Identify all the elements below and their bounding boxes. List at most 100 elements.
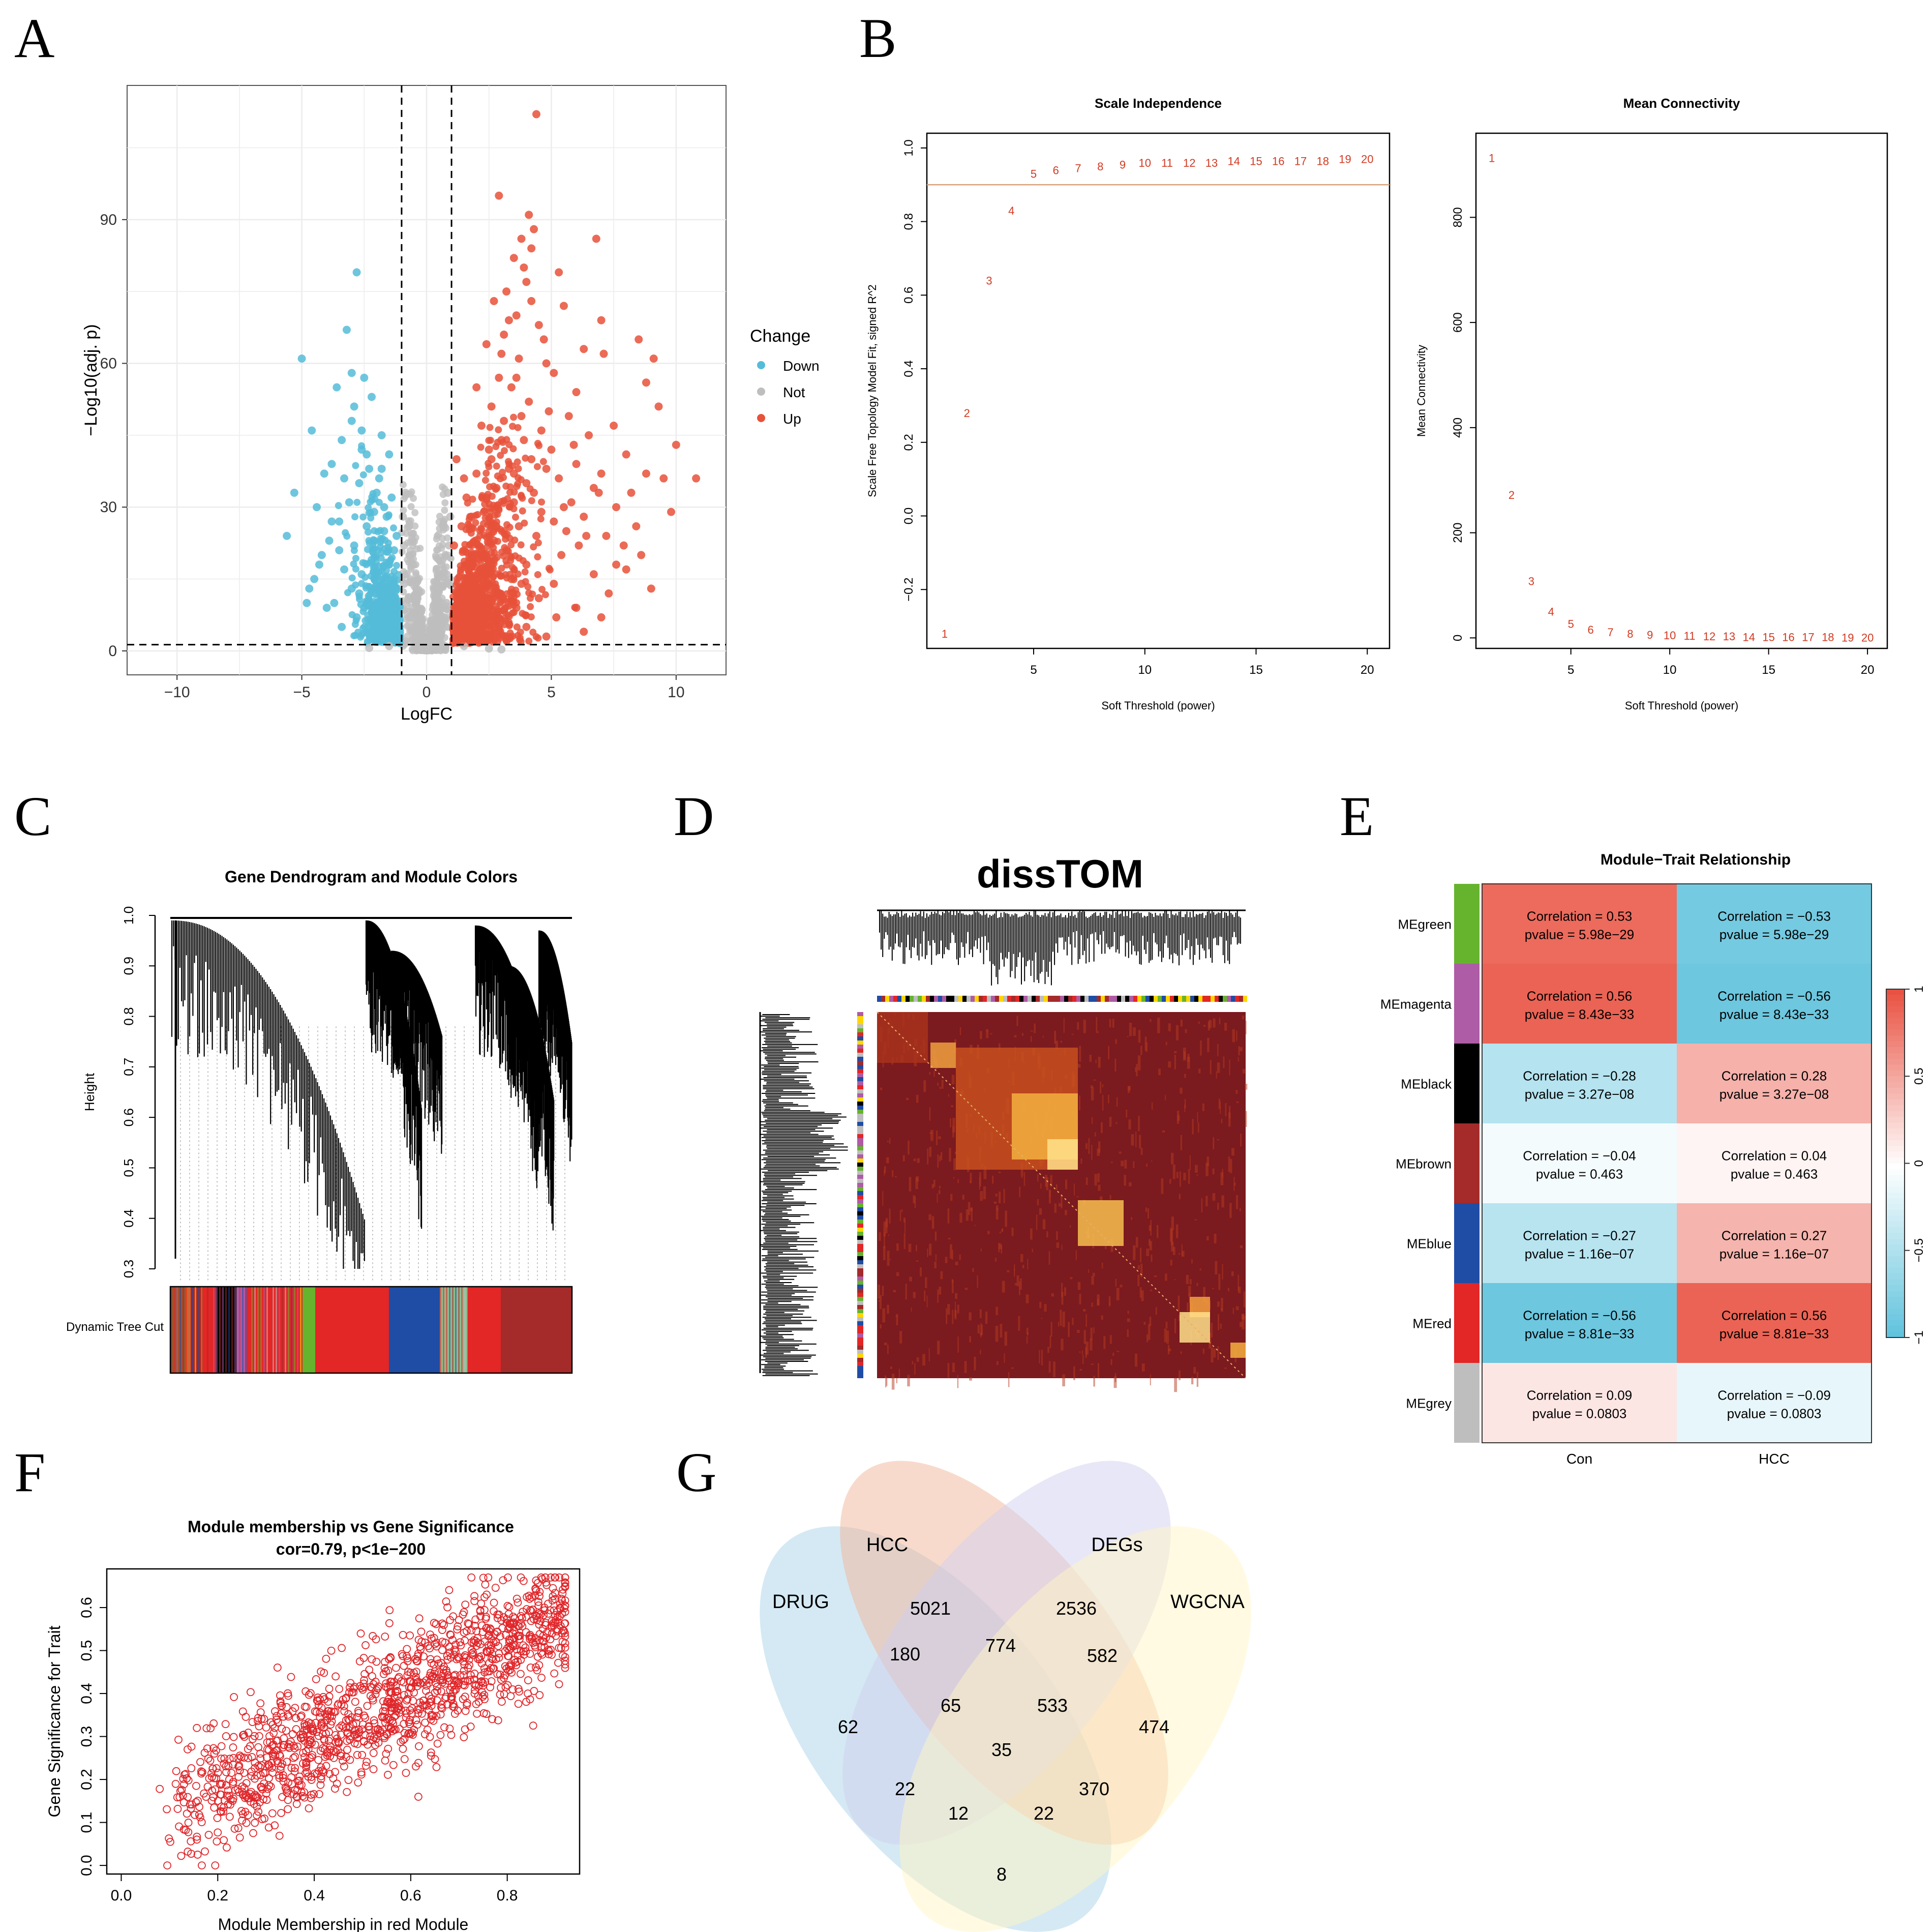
y-tick-label: 0.5: [121, 1158, 136, 1177]
heatmap-speckle: [1145, 1207, 1147, 1212]
heatmap-speckle: [1175, 1224, 1179, 1238]
y-tick-label: 0.8: [121, 1007, 136, 1025]
heatmap-speckle: [926, 1295, 928, 1307]
point-down: [335, 502, 342, 510]
point-down: [352, 554, 359, 562]
heatmap-speckle: [1245, 1021, 1247, 1035]
module-color-segment: [285, 1287, 286, 1373]
top-color-strip: [1040, 996, 1044, 1002]
point-up: [478, 614, 486, 621]
point-up: [460, 575, 468, 583]
heatmap-speckle: [1002, 1281, 1005, 1293]
heatmap-speckle: [1112, 1352, 1114, 1356]
heatmap-speckle: [1212, 1168, 1215, 1175]
top-color-strip: [922, 996, 926, 1002]
point-up: [530, 543, 537, 551]
point-up: [575, 541, 583, 550]
heatmap-speckle: [987, 1231, 990, 1234]
power-label: 8: [1627, 628, 1633, 640]
heatmap-speckle: [955, 1261, 958, 1265]
top-color-strip: [995, 996, 999, 1002]
point-down: [347, 584, 356, 593]
heatmap-speckle: [1032, 1249, 1033, 1253]
heatmap-speckle: [1001, 1244, 1003, 1254]
heatmap-speckle: [1155, 1307, 1157, 1315]
point-down: [387, 493, 396, 502]
heatmap-speckle: [1091, 1145, 1093, 1160]
heatmap-speckle: [1228, 1156, 1230, 1172]
heatmap-speckle: [1115, 1039, 1117, 1044]
point-down: [382, 608, 391, 617]
top-color-strip: [1121, 996, 1125, 1002]
top-color-strip: [1011, 996, 1015, 1002]
heatmap-speckle: [1101, 1122, 1103, 1133]
point-up: [472, 519, 479, 526]
top-color-strip: [906, 996, 910, 1002]
heatmap-speckle: [1189, 1279, 1192, 1285]
heatmap-speckle: [1168, 1023, 1171, 1031]
heatmap-speckle: [952, 1310, 954, 1324]
heatmap-speckle: [1079, 1046, 1081, 1062]
point-down: [385, 560, 394, 569]
point-up: [534, 594, 543, 603]
heatmap-speckle: [1128, 1119, 1131, 1130]
heatmap-speckle: [1217, 1044, 1219, 1057]
heatmap-speckle: [1090, 1339, 1093, 1351]
top-color-strip: [962, 996, 967, 1002]
top-color-strip: [897, 996, 901, 1002]
top-color-strip: [1060, 996, 1064, 1002]
heatmap-speckle: [1026, 1336, 1028, 1344]
point-up: [642, 378, 650, 387]
heatmap-speckle: [905, 1284, 907, 1300]
module-color-segment: [216, 1287, 218, 1373]
point-down: [372, 488, 381, 497]
power-label: 9: [1120, 159, 1126, 171]
heatmap-speckle: [1173, 1051, 1177, 1053]
heatmap-speckle: [1060, 1204, 1062, 1206]
point-not: [401, 488, 410, 497]
heatmap-speckle: [1060, 1310, 1062, 1326]
power-label: 10: [1664, 629, 1676, 642]
heatmap-speckle: [1172, 1164, 1175, 1179]
heatmap-speckle: [1097, 1173, 1100, 1182]
point-up: [500, 632, 508, 641]
point-up: [513, 483, 521, 490]
point-not: [407, 503, 415, 511]
point-up: [508, 563, 516, 571]
panel-title: Mean Connectivity: [1623, 96, 1740, 111]
point-not: [408, 645, 416, 653]
legend-entry: Up: [783, 411, 801, 427]
heatmap-speckle: [1080, 1158, 1082, 1164]
power-label: 4: [1548, 606, 1554, 618]
heatmap-speckle: [1150, 1289, 1152, 1292]
heatmap-speckle: [949, 1147, 951, 1162]
heatmap-speckle: [1150, 1019, 1152, 1022]
heatmap-speckle: [972, 1268, 974, 1272]
point-up: [492, 629, 499, 637]
heatmap-speckle: [919, 1267, 922, 1276]
heatmap-speckle: [1089, 1055, 1092, 1062]
heatmap-speckle: [1195, 1165, 1198, 1173]
point-not: [429, 611, 436, 619]
heatmap-speckle: [1156, 1225, 1159, 1238]
heatmap-speckle: [940, 1152, 943, 1161]
panel-label-b: B: [859, 7, 897, 69]
heatmap-speckle: [957, 1304, 959, 1314]
y-axis-label: Scale Free Topology Model Fit, signed R^…: [866, 284, 879, 497]
heatmap-speckle: [887, 1345, 889, 1354]
point-up: [517, 541, 525, 549]
y-tick-label: 400: [1451, 418, 1465, 438]
y-tick-label: 0.4: [902, 360, 916, 377]
heatmap-speckle: [947, 1362, 950, 1378]
heatmap-speckle: [1180, 1087, 1183, 1094]
point-down: [335, 546, 344, 555]
point-up: [492, 484, 501, 492]
top-color-strip: [1044, 996, 1048, 1002]
heatmap-speckle: [997, 1208, 999, 1211]
top-color-strip: [893, 996, 897, 1002]
point-up: [535, 442, 543, 450]
module-color-segment: [282, 1287, 283, 1373]
heatmap-speckle: [933, 1071, 935, 1077]
point-not: [420, 632, 429, 641]
point-up: [488, 605, 495, 612]
